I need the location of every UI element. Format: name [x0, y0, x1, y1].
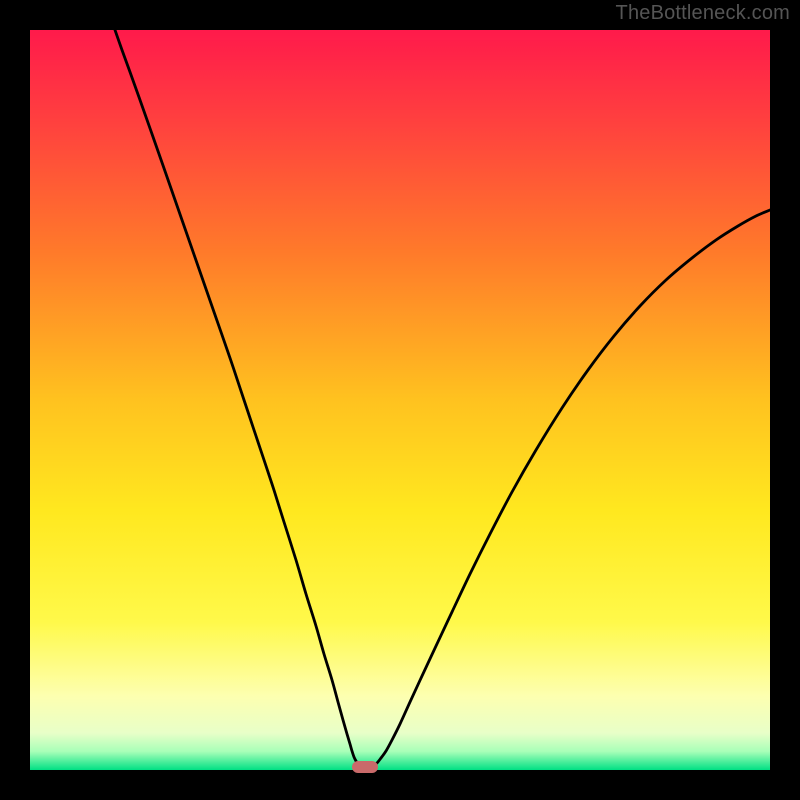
bottleneck-curve-plot [0, 0, 800, 800]
chart-root: TheBottleneck.com [0, 0, 800, 800]
optimum-marker [352, 761, 378, 773]
watermark-text: TheBottleneck.com [616, 2, 790, 25]
gradient-background [30, 30, 770, 770]
